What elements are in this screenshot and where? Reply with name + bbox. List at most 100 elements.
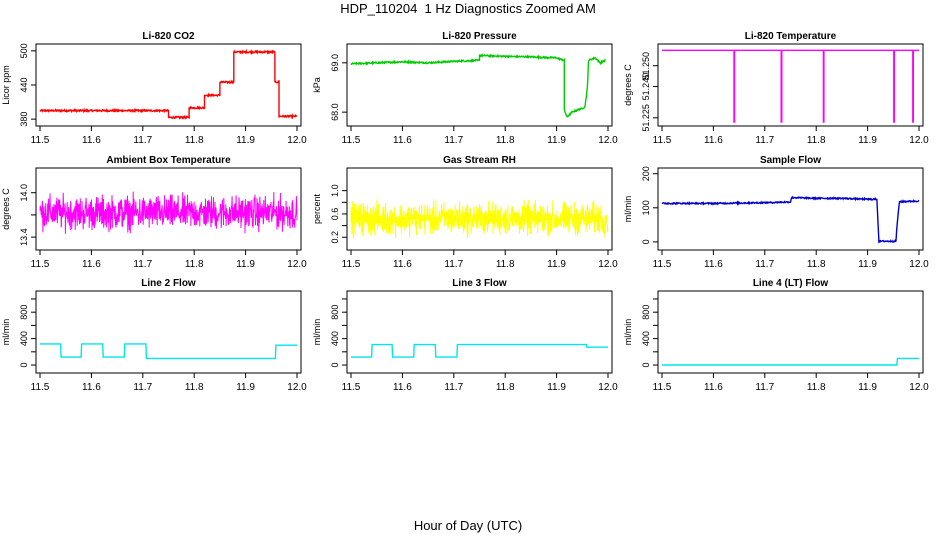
y-tick-label: 440 [19,77,29,92]
y-tick-label: 800 [641,305,651,320]
x-tick-label: 11.6 [704,259,723,270]
y-tick-label: 0 [641,239,651,244]
panel-li-820-co2: Li-820 CO2 11.5 11.6 11.7 11.8 11.9 12.0 380 440… [1,31,307,146]
y-tick-label: 400 [330,331,340,346]
series-line [662,357,919,366]
panel-li-820-temperature: Li-820 Temperature 11.5 11.6 11.7 11.8 11.9 12… [623,31,929,146]
panel-title: Line 3 Flow [452,278,507,289]
x-tick-label: 12.0 [287,382,307,393]
x-tick-label: 11.6 [82,382,101,393]
x-tick-label: 12.0 [909,259,929,270]
x-tick-label: 11.6 [393,259,412,270]
y-tick-label: 500 [19,43,29,58]
x-tick-label: 11.8 [496,135,515,146]
y-axis-label: ml/min [623,196,633,223]
x-tick-label: 11.5 [31,259,50,270]
y-axis-label: Licor ppm [1,65,11,105]
panel-title: Line 4 (LT) Flow [753,278,829,289]
x-tick-label: 11.9 [236,382,255,393]
series-line [40,343,297,360]
y-tick-label: 400 [641,331,651,346]
y-tick-label: 0.2 [330,231,340,244]
x-tick-label: 11.9 [547,259,566,270]
series-line [39,48,298,120]
y-tick-label: 69.0 [330,54,340,72]
panel-ambient-box-temperature: Ambient Box Temperature 11.5 11.6 11.7 11.8 1… [1,155,307,270]
series-line [662,49,919,123]
x-tick-label: 11.8 [185,259,204,270]
x-tick-label: 11.7 [755,135,774,146]
x-tick-label: 11.7 [444,382,463,393]
y-tick-label: 380 [19,112,29,127]
y-tick-label: 0.6 [330,208,340,221]
panel-li-820-pressure: Li-820 Pressure 11.5 11.6 11.7 11.8 11.9 12.0 6… [312,31,618,146]
x-tick-label: 11.5 [342,135,361,146]
series-line [350,199,609,239]
x-tick-label: 11.7 [444,259,463,270]
x-tick-label: 11.8 [807,259,826,270]
plot-frame [35,167,302,251]
x-tick-label: 11.5 [653,135,672,146]
panel-title: Sample Flow [760,155,821,166]
y-tick-label: 14.0 [19,184,29,202]
plot-frame [657,290,924,374]
x-tick-label: 11.9 [547,135,566,146]
y-axis-label: ml/min [312,319,322,346]
panel-title: Gas Stream RH [443,155,516,166]
x-tick-label: 11.8 [807,135,826,146]
y-tick-label: 51.225 [641,104,651,132]
y-axis-label: ml/min [623,319,633,346]
y-tick-label: 1.0 [330,184,340,197]
x-tick-label: 11.6 [704,135,723,146]
x-tick-label: 11.6 [393,135,412,146]
x-tick-label: 11.7 [444,135,463,146]
x-tick-label: 11.6 [393,382,412,393]
x-tick-label: 12.0 [287,135,307,146]
plot-frame [657,167,924,251]
y-tick-label: 400 [19,331,29,346]
x-tick-label: 11.7 [755,259,774,270]
x-tick-label: 12.0 [598,259,618,270]
x-tick-label: 11.5 [653,382,672,393]
x-tick-label: 12.0 [287,259,307,270]
x-tick-label: 11.9 [236,135,255,146]
y-tick-label: 200 [641,166,651,181]
x-tick-label: 11.8 [496,382,515,393]
x-tick-label: 11.5 [342,382,361,393]
series-line [39,191,298,234]
x-tick-label: 11.9 [547,382,566,393]
y-axis-label: degrees C [1,188,11,230]
panel-title: Li-820 Temperature [745,31,837,42]
series-line [351,343,608,358]
x-tick-label: 12.0 [909,135,929,146]
y-tick-label: 51.240 [641,73,651,101]
figure-title: HDP_110204 1 Hz Diagnostics Zoomed AM [340,1,596,16]
x-tick-label: 11.7 [133,259,152,270]
panel-line-4-lt-flow: Line 4 (LT) Flow 11.5 11.6 11.7 11.8 11.9 12.0… [623,278,929,393]
y-tick-label: 0 [330,363,340,368]
plot-frame [346,167,613,251]
plot-frame [35,290,302,374]
plot-frame [346,290,613,374]
panel-title: Li-820 CO2 [142,31,195,42]
plot-frame [657,43,924,127]
y-axis-label: percent [312,193,322,224]
panel-line-2-flow: Line 2 Flow 11.5 11.6 11.7 11.8 11.9 12.0 0 400 8… [1,278,307,393]
x-tick-label: 11.7 [133,382,152,393]
panel-sample-flow: Sample Flow 11.5 11.6 11.7 11.8 11.9 12.0 0 100 2… [623,155,929,270]
x-tick-label: 11.5 [31,382,50,393]
x-tick-label: 11.9 [858,259,877,270]
x-tick-label: 11.8 [807,382,826,393]
x-tick-label: 11.5 [653,259,672,270]
y-axis-label: ml/min [1,319,11,346]
x-tick-label: 11.5 [342,259,361,270]
y-axis-label: degrees C [623,64,633,106]
y-tick-label: 51.250 [641,52,651,80]
plot-frame [346,43,613,127]
x-tick-label: 11.9 [858,135,877,146]
x-tick-label: 12.0 [598,135,618,146]
y-axis-label: kPa [312,77,322,93]
panel-line-3-flow: Line 3 Flow 11.5 11.6 11.7 11.8 11.9 12.0 0 400 8… [312,278,618,393]
x-tick-label: 11.6 [82,259,101,270]
